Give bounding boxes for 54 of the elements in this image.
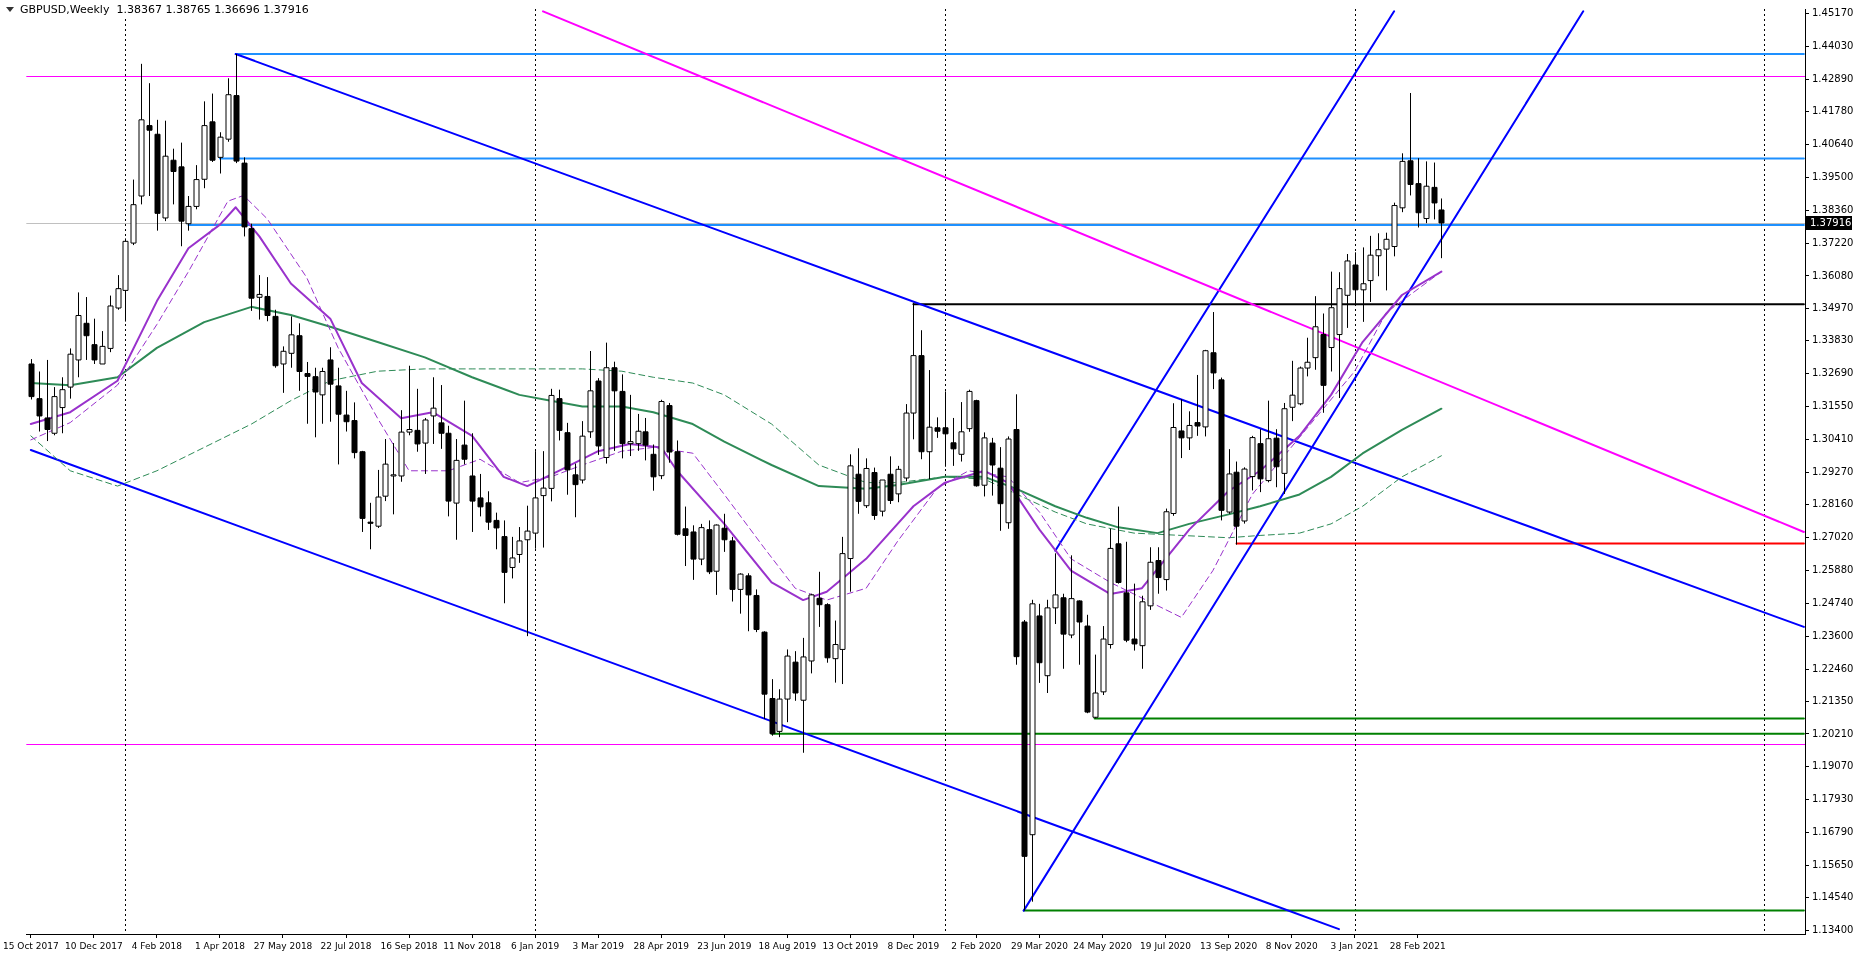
y-tick-label: 1.15650 <box>1812 859 1853 871</box>
y-tick-label: 1.16790 <box>1812 826 1853 838</box>
y-tick-label: 1.29270 <box>1812 466 1853 478</box>
x-tick-label: 1 Apr 2018 <box>194 940 246 951</box>
x-tick-label: 10 Dec 2017 <box>65 940 123 951</box>
x-tick-label: 23 Jun 2019 <box>697 940 752 951</box>
y-tick-label: 1.38360 <box>1812 203 1853 215</box>
chart-title: GBPUSD,Weekly 1.38367 1.38765 1.36696 1.37916 <box>20 3 309 16</box>
x-tick-label: 3 Jan 2021 <box>1330 940 1379 951</box>
y-tick-label: 1.25880 <box>1812 563 1853 575</box>
x-tick-label: 29 Mar 2020 <box>1010 940 1069 951</box>
x-tick-label: 18 Aug 2019 <box>758 940 817 951</box>
x-tick-label: 4 Feb 2018 <box>131 940 183 951</box>
y-tick-label: 1.27020 <box>1812 531 1853 543</box>
y-tick-label: 1.36080 <box>1812 269 1853 281</box>
y-tick-label: 1.37220 <box>1812 236 1853 248</box>
y-tick-label: 1.41780 <box>1812 105 1853 117</box>
x-tick-label: 13 Sep 2020 <box>1200 940 1258 951</box>
y-tick-label: 1.30410 <box>1812 433 1853 445</box>
y-tick-label: 1.42890 <box>1812 73 1853 85</box>
x-tick-label: 11 Nov 2018 <box>443 940 502 951</box>
y-tick-label: 1.33830 <box>1812 334 1853 346</box>
y-tick-label: 1.14540 <box>1812 891 1853 903</box>
x-tick-label: 13 Oct 2019 <box>822 940 879 951</box>
y-tick-label: 1.20210 <box>1812 727 1853 739</box>
x-tick-label: 15 Oct 2017 <box>3 940 59 951</box>
x-tick-label: 16 Sep 2018 <box>380 940 438 951</box>
x-tick-label: 24 May 2020 <box>1073 940 1133 951</box>
x-tick-label: 28 Feb 2021 <box>1389 940 1446 951</box>
y-tick-label: 1.23600 <box>1812 629 1853 641</box>
x-tick-label: 2 Feb 2020 <box>951 940 1002 951</box>
y-tick-label: 1.24740 <box>1812 596 1853 608</box>
y-tick-label: 1.21350 <box>1812 694 1853 706</box>
y-tick-label: 1.28160 <box>1812 498 1853 510</box>
x-tick-label: 8 Nov 2020 <box>1265 940 1318 951</box>
y-tick-label: 1.34970 <box>1812 301 1853 313</box>
x-tick-label: 22 Jul 2018 <box>320 940 372 951</box>
y-tick-label: 1.39500 <box>1812 170 1853 182</box>
x-tick-label: 28 Apr 2019 <box>633 940 690 951</box>
y-tick-label: 1.45170 <box>1812 7 1853 19</box>
y-tick-label: 1.19070 <box>1812 760 1853 772</box>
y-tick-label: 1.13400 <box>1812 924 1853 936</box>
y-tick-label: 1.22460 <box>1812 662 1853 674</box>
y-tick-label: 1.31550 <box>1812 400 1853 412</box>
x-tick-label: 19 Jul 2020 <box>1140 940 1192 951</box>
x-tick-label: 8 Dec 2019 <box>887 940 940 951</box>
x-tick-label: 6 Jan 2019 <box>511 940 560 951</box>
y-tick-label: 1.44030 <box>1812 40 1853 52</box>
y-tick-label: 1.40640 <box>1812 137 1853 149</box>
ref-line-label: 1.37916 <box>1810 216 1852 228</box>
y-tick-label: 1.32690 <box>1812 367 1853 379</box>
y-tick-label: 1.17930 <box>1812 793 1853 805</box>
x-tick-label: 27 May 2018 <box>253 940 313 951</box>
x-tick-label: 3 Mar 2019 <box>572 940 625 951</box>
